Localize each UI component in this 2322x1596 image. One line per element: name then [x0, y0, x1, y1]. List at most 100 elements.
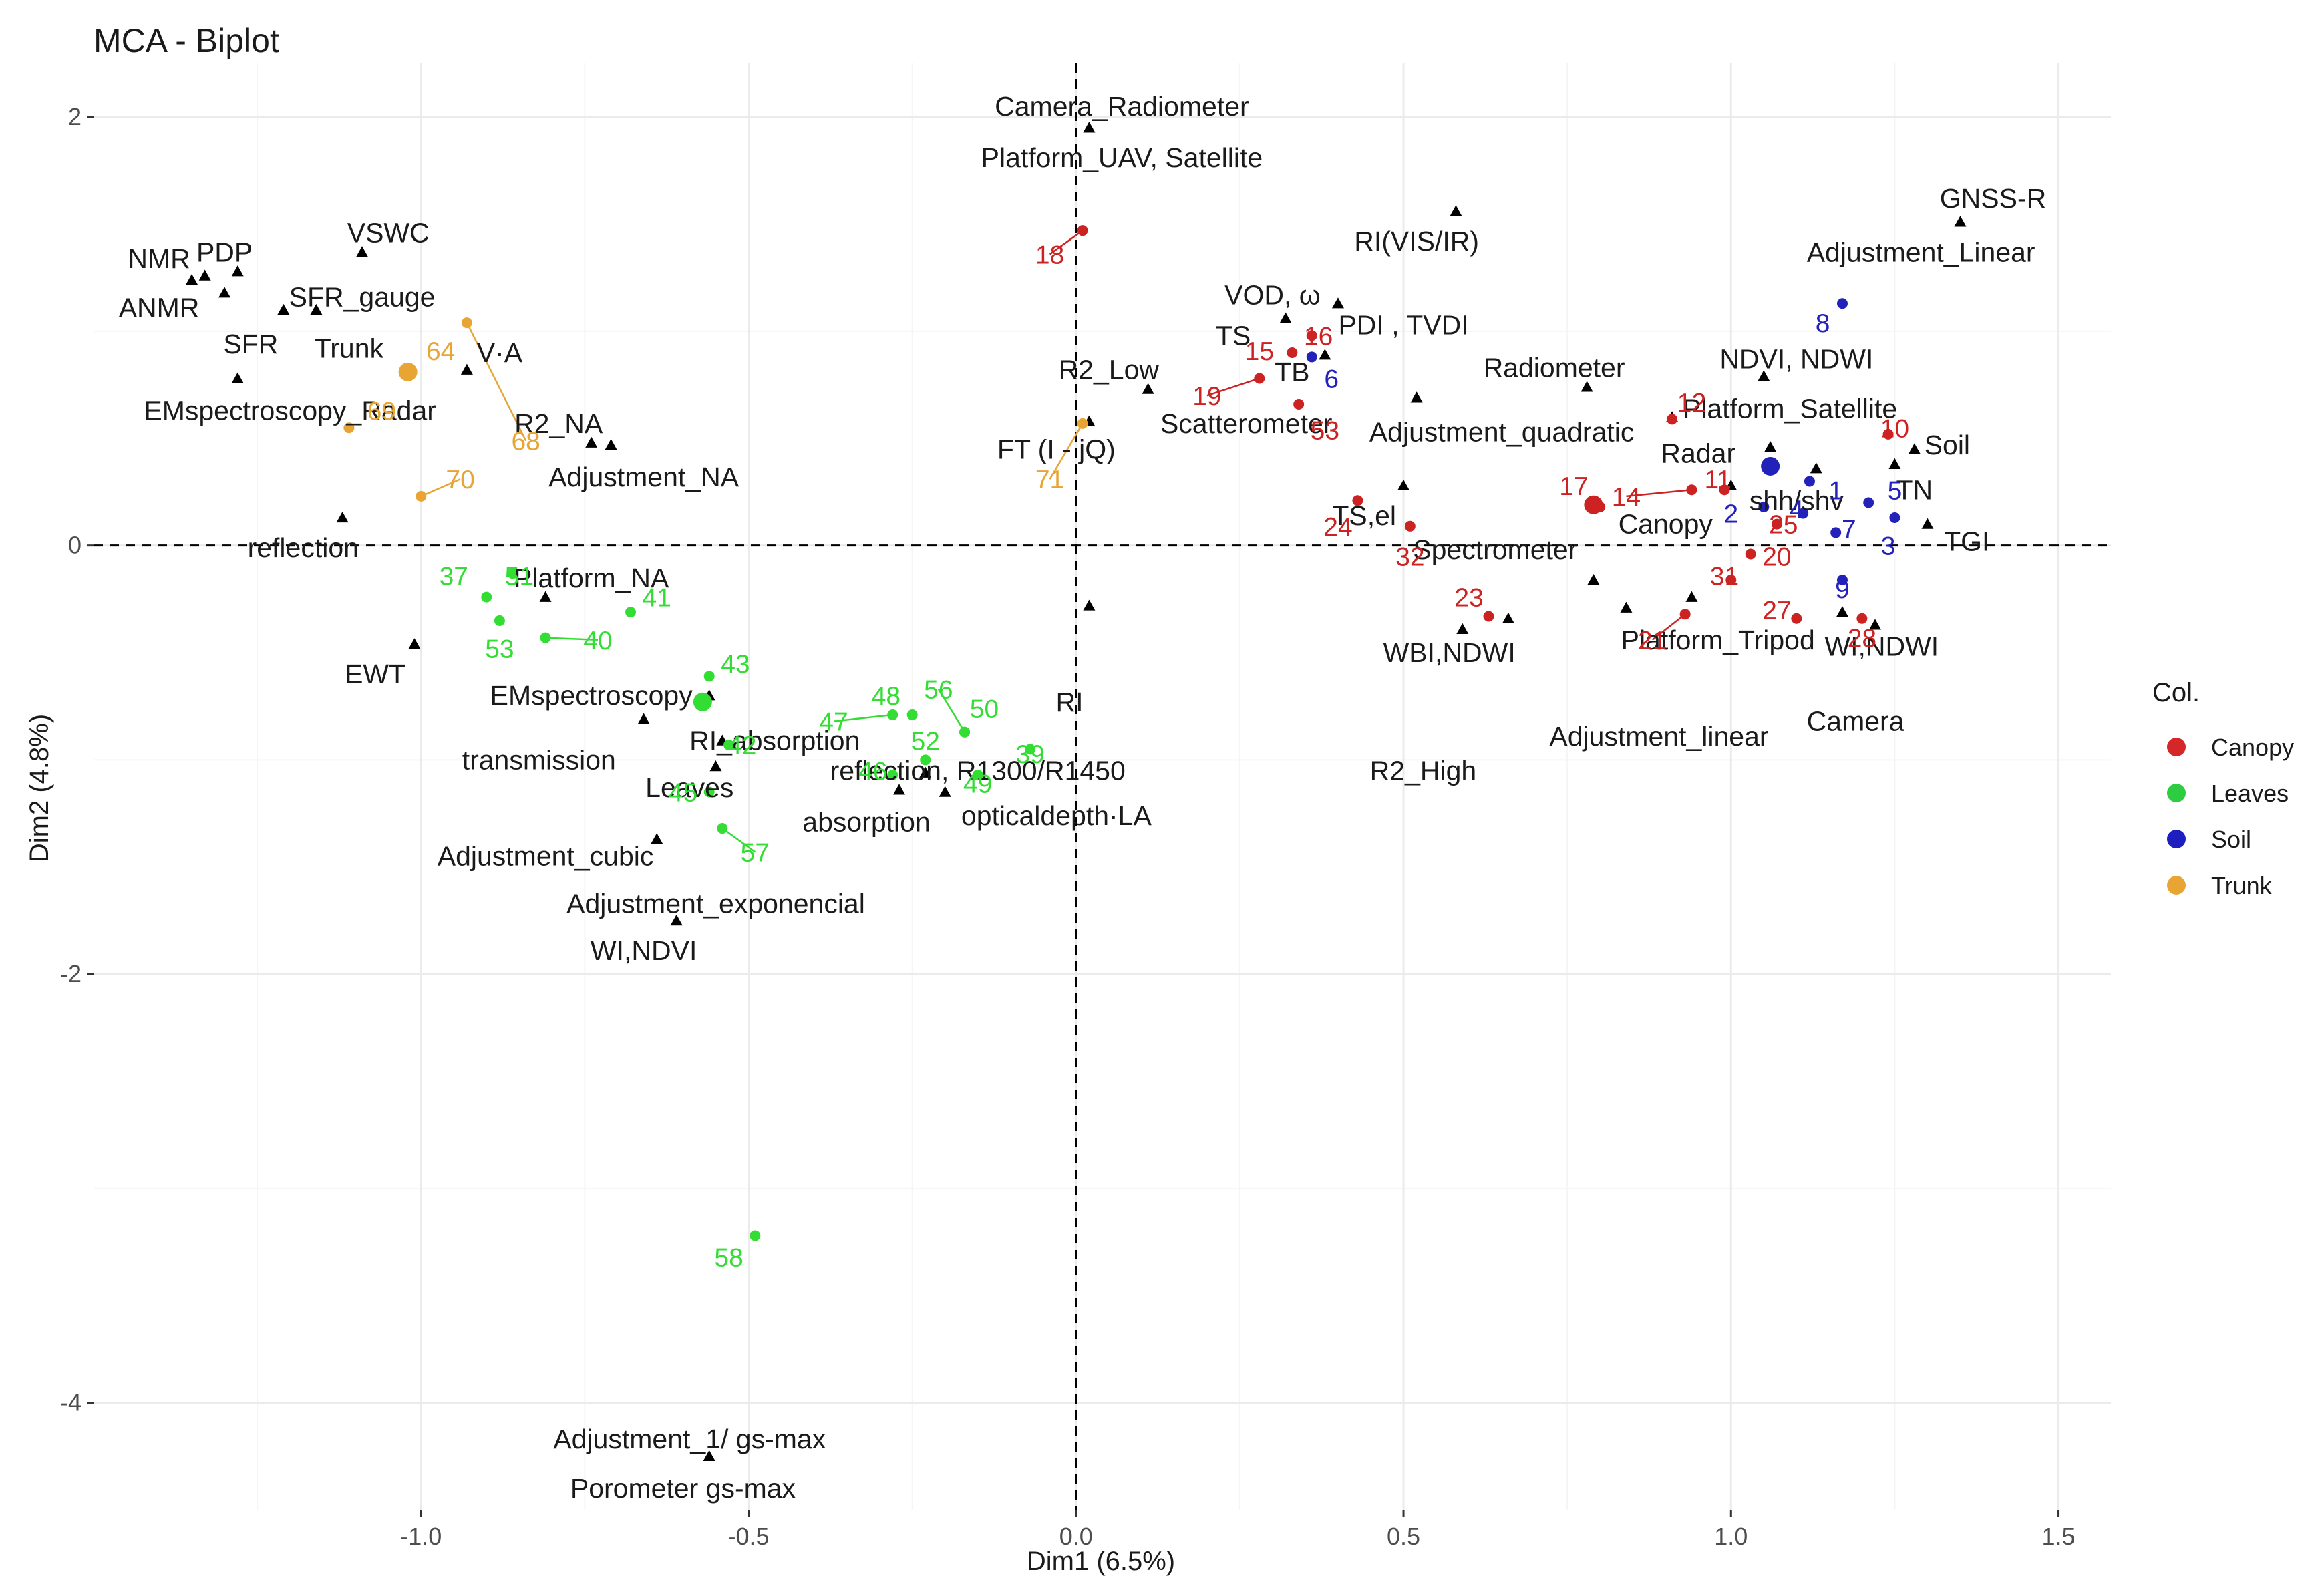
- individual-point: [703, 786, 715, 798]
- variable-label: Radiometer: [1484, 352, 1625, 383]
- x-tick-label: 0.0: [1059, 1523, 1093, 1550]
- variable-point: [703, 1450, 715, 1462]
- variable-label: Camera: [1807, 706, 1904, 737]
- variable-point: [1685, 591, 1698, 602]
- chart-title: MCA - Biplot: [94, 22, 279, 59]
- x-tick-label: 1.5: [2042, 1523, 2076, 1550]
- individual-point: [1856, 613, 1868, 624]
- individual-point: [494, 615, 505, 626]
- individual-label: 58: [714, 1244, 743, 1273]
- individual-point: [1836, 574, 1848, 585]
- individual-point: [1352, 495, 1363, 506]
- individual-point: [972, 769, 983, 780]
- leader-line: [721, 828, 756, 853]
- legend-key-leaves: [2167, 784, 2186, 802]
- leader-lines: [420, 230, 1692, 853]
- individual-point: [1791, 613, 1802, 624]
- leader-line: [420, 478, 461, 498]
- individual-label: 42: [727, 732, 756, 760]
- variable-label: opticaldepth·LA: [961, 800, 1152, 831]
- individual-label: 27: [1762, 597, 1791, 625]
- variable-point: [919, 766, 932, 778]
- individual-point: [1725, 574, 1737, 585]
- variable-point: [277, 303, 290, 315]
- individual-point: [461, 317, 472, 329]
- individual-label: 43: [721, 650, 750, 679]
- individual-label: 9: [1835, 575, 1850, 604]
- variable-point: [1331, 297, 1344, 309]
- variable-point: [585, 436, 598, 448]
- variable-label: TS: [1216, 320, 1251, 351]
- individual-label: 49: [963, 770, 992, 799]
- variable-label: Porometer gs-max: [570, 1473, 796, 1504]
- variable-label: Leaves: [645, 772, 733, 803]
- variable-label: Trunk: [315, 333, 384, 364]
- variable-point: [709, 760, 722, 772]
- individual-point: [906, 709, 918, 721]
- x-axis-title: Dim1 (6.5%): [1027, 1547, 1175, 1576]
- individual-label: 37: [440, 563, 468, 591]
- variable-point: [1587, 573, 1600, 585]
- individual-label: 24: [1323, 513, 1352, 542]
- variable-point: [893, 784, 906, 795]
- variable-label: Adjustment_exponencial: [566, 888, 865, 919]
- x-tick-label: -0.5: [727, 1523, 769, 1550]
- individual-point: [1306, 330, 1317, 341]
- variable-label: PDP: [196, 236, 253, 267]
- variable-label: RI_absorption: [689, 726, 860, 756]
- individual-label: 46: [858, 757, 887, 786]
- variable-label: VSWC: [347, 217, 430, 248]
- individual-label: 48: [872, 682, 900, 711]
- individual-point: [887, 709, 898, 721]
- variable-label: WI,NDVI: [591, 935, 697, 966]
- individual-point: [723, 739, 735, 750]
- individual-point: [481, 591, 492, 603]
- variable-label: Adjustment_NA: [548, 462, 739, 492]
- individual-label: 70: [446, 466, 474, 494]
- individual-point: [1745, 548, 1756, 560]
- variable-point: [939, 786, 951, 797]
- individual-label: 51: [505, 563, 534, 591]
- leader-line: [1049, 230, 1084, 255]
- individual-label: 32: [1395, 543, 1424, 572]
- individual-point: [887, 769, 898, 780]
- individual-label: 10: [1880, 414, 1909, 443]
- variable-point: [336, 511, 349, 523]
- individual-point: [1686, 484, 1697, 496]
- individual-label: 19: [1192, 382, 1221, 411]
- individual-label: 50: [970, 695, 999, 724]
- variable-point: [1083, 599, 1096, 611]
- variable-label: FT (I - jQ): [997, 434, 1116, 464]
- individual-label: 71: [1035, 466, 1064, 494]
- individual-label: 53: [485, 635, 514, 664]
- variable-point: [1869, 619, 1882, 630]
- variable-point: [1758, 370, 1770, 381]
- group-centroid-point: [693, 692, 712, 711]
- variable-label: NDVI, NDWI: [1719, 344, 1873, 375]
- variable-point: [408, 638, 421, 649]
- individual-label: 8: [1816, 309, 1830, 338]
- leader-line: [466, 322, 527, 442]
- individual-label: 40: [583, 627, 612, 655]
- variable-label: Platform_NA: [514, 563, 669, 593]
- variable-label: Adjustment_Linear: [1807, 236, 2035, 267]
- variable-label: TB: [1275, 357, 1309, 387]
- y-tick-label: 0: [68, 532, 81, 559]
- individual-point: [507, 568, 518, 579]
- variable-point: [1810, 462, 1822, 474]
- variable-point: [1954, 216, 1967, 227]
- variable-label: Spectrometer: [1413, 534, 1577, 565]
- leader-line: [545, 637, 599, 641]
- leader-line: [1626, 489, 1692, 498]
- individual-label: 41: [643, 584, 671, 613]
- variable-label: R2_NA: [514, 408, 603, 439]
- individual-point: [1077, 418, 1088, 429]
- individual-point: [1287, 347, 1298, 358]
- variable-point: [198, 269, 211, 281]
- individual-label: 69: [367, 397, 396, 426]
- variable-label: TN: [1896, 474, 1933, 505]
- variable-label: Platform_Satellite: [1683, 393, 1897, 424]
- individual-label: 21: [1638, 627, 1667, 655]
- individual-point: [920, 754, 931, 766]
- variable-point: [1836, 606, 1848, 617]
